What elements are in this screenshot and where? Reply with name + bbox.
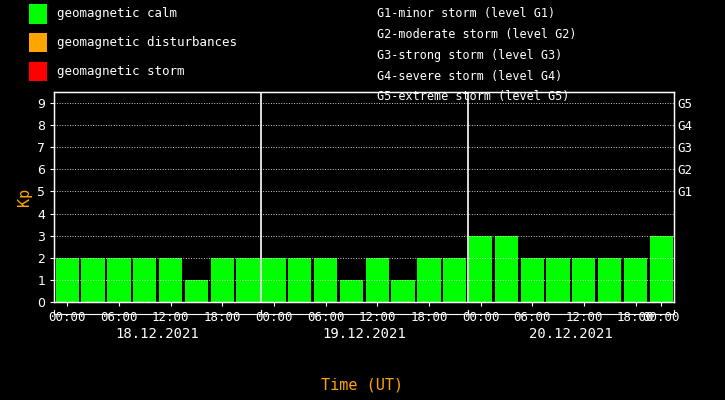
Bar — [340, 280, 363, 302]
Bar — [547, 258, 570, 302]
Text: G4-severe storm (level G4): G4-severe storm (level G4) — [377, 70, 563, 83]
Bar — [443, 258, 466, 302]
Text: geomagnetic storm: geomagnetic storm — [57, 65, 184, 78]
Text: geomagnetic disturbances: geomagnetic disturbances — [57, 36, 236, 49]
Text: G2-moderate storm (level G2): G2-moderate storm (level G2) — [377, 28, 576, 41]
Bar — [262, 258, 286, 302]
Text: G3-strong storm (level G3): G3-strong storm (level G3) — [377, 49, 563, 62]
Bar — [521, 258, 544, 302]
Text: G1-minor storm (level G1): G1-minor storm (level G1) — [377, 8, 555, 20]
Bar — [107, 258, 130, 302]
Bar — [392, 280, 415, 302]
Text: geomagnetic calm: geomagnetic calm — [57, 8, 177, 20]
Bar — [288, 258, 311, 302]
Text: G5-extreme storm (level G5): G5-extreme storm (level G5) — [377, 90, 569, 104]
Text: 20.12.2021: 20.12.2021 — [529, 327, 613, 341]
Bar — [572, 258, 595, 302]
Bar — [159, 258, 182, 302]
Bar — [650, 236, 673, 302]
Text: Time (UT): Time (UT) — [321, 377, 404, 392]
Bar — [598, 258, 621, 302]
Bar — [185, 280, 208, 302]
Bar — [133, 258, 157, 302]
Bar — [494, 236, 518, 302]
Bar — [81, 258, 104, 302]
Bar — [418, 258, 441, 302]
Bar — [469, 236, 492, 302]
Bar — [236, 258, 260, 302]
Text: 19.12.2021: 19.12.2021 — [323, 327, 406, 341]
Text: 18.12.2021: 18.12.2021 — [116, 327, 199, 341]
Bar — [56, 258, 79, 302]
Y-axis label: Kp: Kp — [17, 188, 32, 206]
Bar — [365, 258, 389, 302]
Bar — [624, 258, 647, 302]
Bar — [211, 258, 234, 302]
Bar — [314, 258, 337, 302]
